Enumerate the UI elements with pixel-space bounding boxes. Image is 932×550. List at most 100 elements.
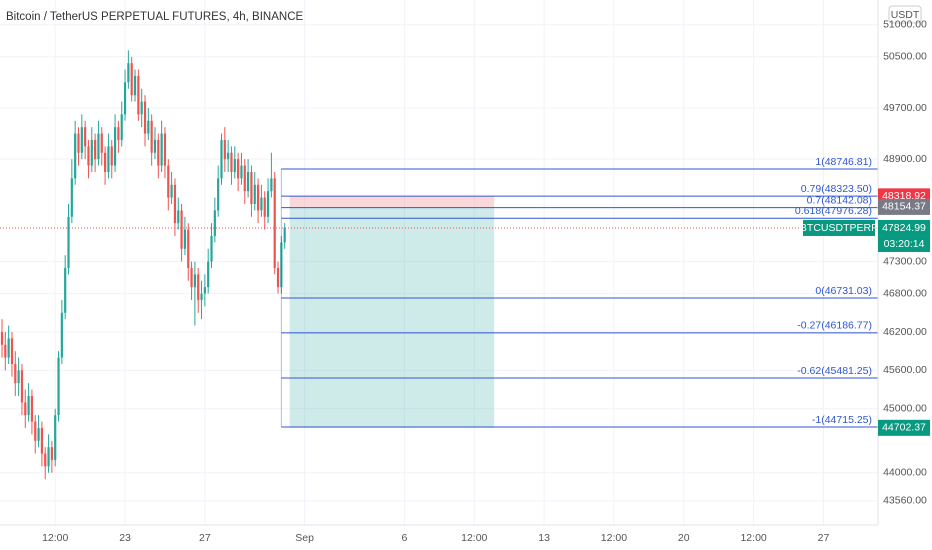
candle-body <box>193 274 196 288</box>
y-tick-label: 44000.00 <box>883 467 927 479</box>
x-tick-label: 23 <box>119 532 131 544</box>
candle-body <box>44 453 47 467</box>
x-tick-label: 6 <box>401 532 407 544</box>
candle-body <box>17 370 20 384</box>
candle-body <box>100 133 103 153</box>
candle-body <box>253 184 256 204</box>
x-tick-label: 12:00 <box>42 532 68 544</box>
candle-body <box>220 139 223 179</box>
candle-body <box>197 274 200 300</box>
candle-body <box>157 139 160 166</box>
target-zone <box>289 206 495 428</box>
candle-body <box>210 235 213 262</box>
fib-label: 0.7(48142.08) <box>807 194 872 206</box>
candle-body <box>147 120 150 134</box>
candle-body <box>123 82 127 115</box>
x-tick-label: 20 <box>678 532 690 544</box>
y-tick-label: 49700.00 <box>883 102 927 114</box>
candle-body <box>273 178 276 268</box>
candle-body <box>163 133 167 166</box>
x-tick-label: 27 <box>199 532 211 544</box>
candle-body <box>217 178 220 211</box>
candle-body <box>190 267 193 288</box>
last-price-tag: 47824.99 <box>882 222 926 234</box>
candle-body <box>107 146 110 172</box>
candle-body <box>4 344 7 358</box>
currency-button[interactable] <box>888 5 922 24</box>
candle-body <box>60 312 63 358</box>
candle-body <box>183 229 187 249</box>
candle-body <box>213 210 216 236</box>
candle-body <box>263 197 266 217</box>
candle-body <box>227 152 230 160</box>
candle-body <box>250 171 253 204</box>
candle-body <box>283 227 286 243</box>
last-price-tag-box <box>878 219 930 236</box>
candle-body <box>27 395 30 416</box>
candle-body <box>113 127 117 166</box>
candle-body <box>7 338 10 358</box>
candle-body <box>14 363 17 384</box>
candle-body <box>80 127 83 153</box>
candle-body <box>240 165 243 179</box>
symbol-label: BTCUSDTPERP <box>800 222 878 234</box>
stop-zone <box>289 196 495 207</box>
candle-body <box>270 178 273 192</box>
candle-body <box>133 75 137 96</box>
x-tick-label: 12:00 <box>740 532 766 544</box>
plot: 1(48746.81) 0.79(48323.50)0.7(48142.08)0.… <box>0 50 878 480</box>
y-tick-label: 45000.00 <box>883 403 927 415</box>
x-tick-label: 13 <box>538 532 550 544</box>
candle-body <box>137 75 140 115</box>
candle-body <box>266 191 270 217</box>
target-price-tag: 44702.37 <box>882 422 926 434</box>
fib-label: -1(44715.25) <box>812 414 872 426</box>
candle-body <box>10 338 14 364</box>
grid <box>0 0 878 525</box>
candle-body <box>247 171 250 192</box>
y-tick-label: 45600.00 <box>883 364 927 376</box>
countdown-box <box>878 235 930 252</box>
candle-body <box>57 357 60 416</box>
entry-price-tag: 48154.37 <box>882 201 926 213</box>
candle-body <box>160 133 163 166</box>
candle-body <box>74 133 77 179</box>
candle-body <box>30 395 34 422</box>
y-tick-label: 46800.00 <box>883 287 927 299</box>
candle-body <box>117 127 120 140</box>
candle-body <box>127 63 130 83</box>
candle-body <box>177 210 180 224</box>
x-tick-label: 27 <box>818 532 830 544</box>
fib-label: -0.62(45481.25) <box>797 365 872 377</box>
candle-body <box>200 293 203 300</box>
candle-body <box>143 101 147 134</box>
candle-body <box>0 331 4 345</box>
target-price-tag-box <box>878 419 930 436</box>
candle-body <box>97 133 100 160</box>
candle-body <box>67 216 70 268</box>
candle-body <box>120 114 123 140</box>
chart-title: Bitcoin / TetherUS PERPETUAL FUTURES, 4h… <box>6 11 304 23</box>
candle-body <box>207 261 210 288</box>
y-tick-label: 43560.00 <box>883 495 927 507</box>
candle-body <box>37 427 40 441</box>
candle-body <box>90 139 93 166</box>
candle-body <box>153 139 157 153</box>
fib-label: 0.618(47976.28) <box>795 205 872 217</box>
currency-label[interactable]: USDT <box>891 9 920 21</box>
candle-body <box>167 165 170 198</box>
candle-body <box>34 421 37 441</box>
y-tick-label: 51000.00 <box>883 19 927 31</box>
y-tick-label: 47300.00 <box>883 255 927 267</box>
entry-price-tag-box <box>878 198 930 215</box>
candle-body <box>180 210 183 249</box>
candle-body <box>70 178 73 217</box>
y-tick-label: 50500.00 <box>883 51 927 63</box>
candle-body <box>237 159 240 179</box>
x-tick-label: 12:00 <box>461 532 487 544</box>
candle-body <box>103 152 107 172</box>
candle-body <box>130 63 133 96</box>
candle-body <box>233 159 236 172</box>
